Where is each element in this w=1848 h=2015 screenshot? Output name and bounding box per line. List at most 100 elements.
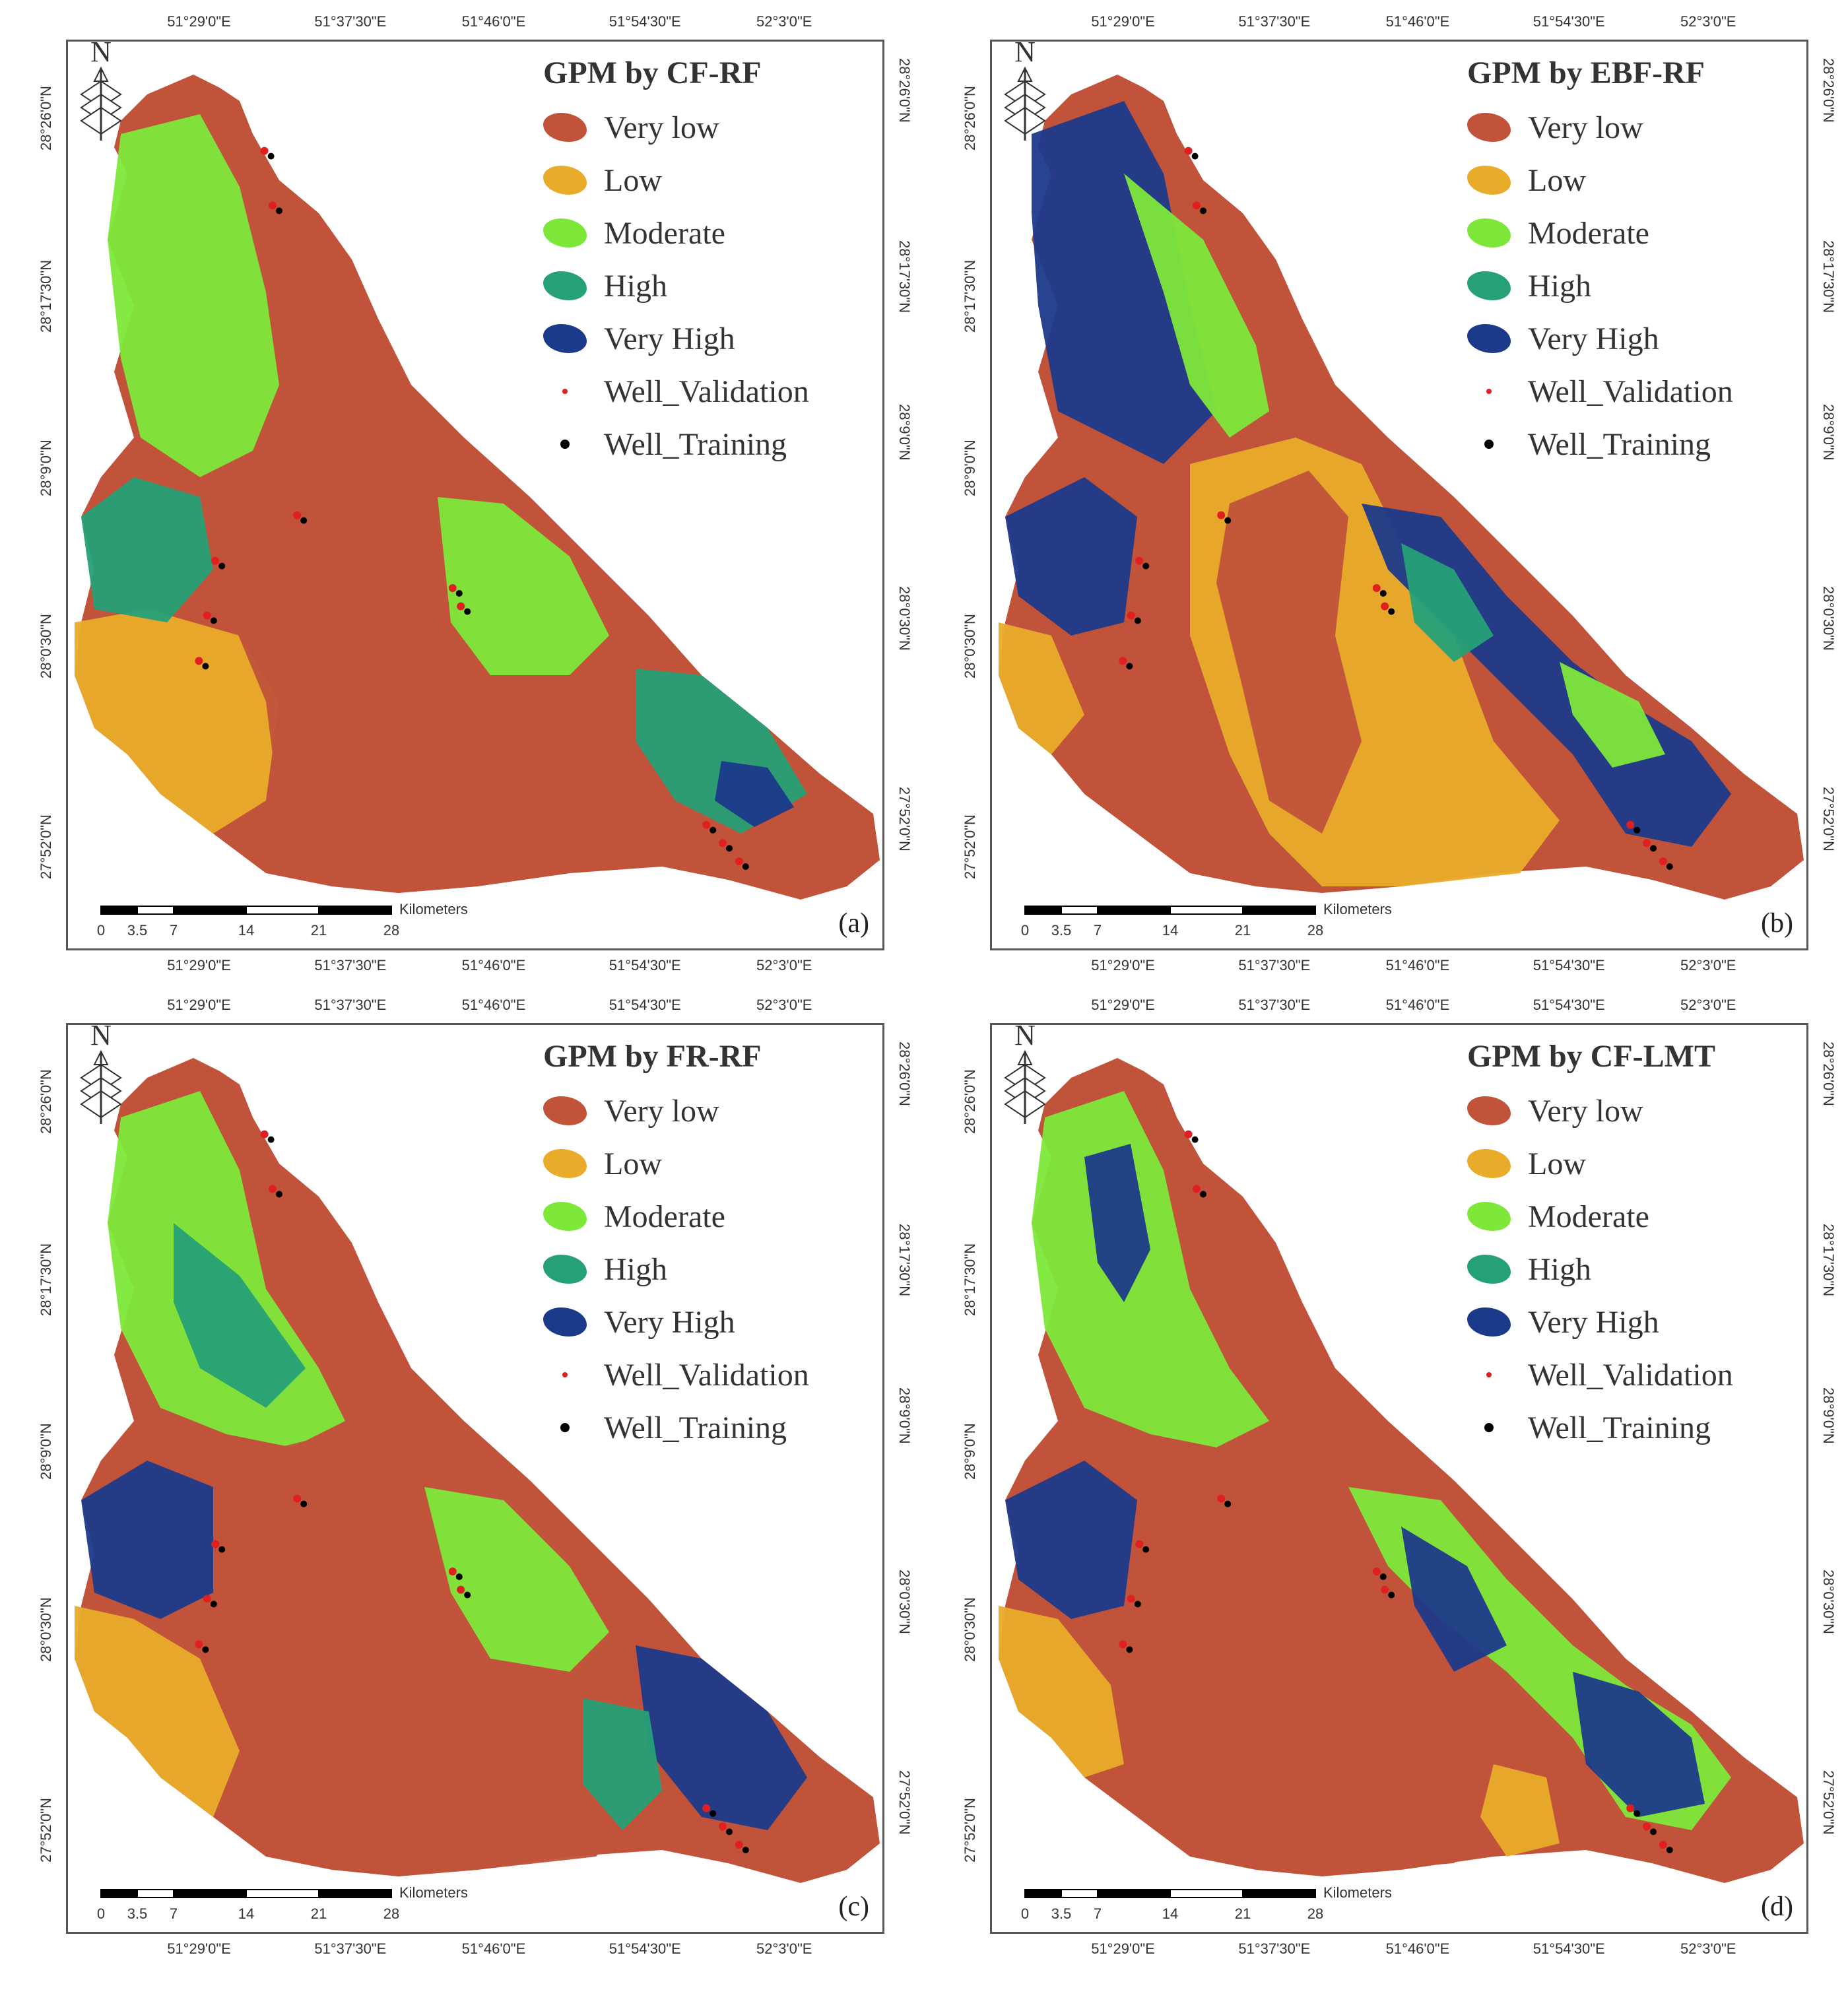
very-high-zone [1005,477,1137,636]
scale-unit-label: Kilometers [399,1884,468,1901]
legend-swatch-high [1467,1255,1511,1284]
legend-label-high: High [604,268,667,304]
scale-tick-label: 28 [383,1905,399,1922]
legend-swatch-low [543,166,587,195]
lon-tick-label: 51°37'30"E [314,13,387,30]
scale-tick-label: 0 [1021,1905,1029,1922]
lon-tick-label: 51°29'0"E [167,13,231,30]
scale-tick-label: 3.5 [127,922,148,939]
well-training-point [1126,1646,1133,1653]
lon-tick-label: 51°37'30"E [1238,1940,1311,1957]
well-validation-point [1119,1640,1127,1649]
north-arrow-icon [1004,66,1046,141]
lat-tick-label: 28°17'30"N [962,1243,978,1316]
legend-label-very-high: Very High [1528,321,1659,356]
map-title: GPM by CF-LMT [1467,1039,1715,1074]
map-panel: N 0 3.5 7 14 21 28 Kilometers GPM by FR-RF Very l… [0,983,924,1967]
well-training-point [1191,152,1199,160]
legend-label-low: Low [604,162,662,198]
lat-tick-label: 28°9'0"N [38,1423,54,1480]
scale-tick-label: 0 [1021,922,1029,939]
scale-tick-label: 21 [1235,1905,1251,1922]
high-zone [174,1223,306,1408]
legend-label-well-training: Well_Training [1528,1410,1711,1445]
well-validation-point [448,584,457,592]
legend-label-low: Low [1528,1146,1586,1181]
legend-swatch-very-high [543,1307,587,1337]
well-training-point [276,1191,282,1198]
scale-tick-label: 3.5 [127,1905,148,1922]
legend-label-well-training: Well_Training [604,1410,787,1445]
lon-tick-label: 51°29'0"E [1091,957,1155,974]
well-validation-point [1135,1540,1144,1548]
lat-tick-label: 28°17'30"N [896,240,913,313]
legend-swatch-high [1467,271,1511,300]
lon-tick-label: 51°54'30"E [1533,1940,1605,1957]
well-validation-point [1659,1841,1667,1849]
legend-label-moderate: Moderate [604,215,725,251]
north-arrow-icon [80,1049,122,1124]
legend-point-well-validation [1467,1360,1511,1389]
well-training-point [202,1646,209,1653]
lon-tick-label: 51°46'0"E [1385,997,1450,1013]
well-training-point [464,1591,471,1599]
high-zone [583,1698,662,1830]
lat-tick-label: 28°9'0"N [38,440,54,496]
legend-label-high: High [604,1251,667,1287]
legend-item-high: High [543,266,667,306]
legend-swatch-very-low [543,1096,587,1125]
scale-tick-label: 14 [1162,922,1178,939]
well-validation-point [203,1595,211,1603]
scale-bar-segment [1097,1889,1171,1898]
lon-tick-label: 51°54'30"E [609,997,681,1013]
legend-item-very-high: Very High [543,1302,735,1342]
well-training-point [464,608,471,615]
legend-label-well-validation: Well_Validation [1528,374,1733,409]
legend-label-very-high: Very High [604,1304,735,1340]
moderate-zone [424,1487,609,1672]
well-training-point [455,590,463,597]
well-training-point [1666,1847,1673,1853]
lat-tick-label: 28°9'0"N [962,1423,978,1480]
legend-label-well-training: Well_Training [1528,426,1711,462]
scale-bar-segment [100,906,138,915]
well-training-point [300,1500,308,1507]
low-zone [75,609,279,834]
high-zone [1401,543,1494,662]
legend-item-low: Low [1467,1144,1586,1183]
scale-tick-label: 21 [311,1905,327,1922]
legend-point-well-training [1467,1413,1511,1442]
legend-item-very-high: Very High [543,319,735,358]
map-panel: N 0 3.5 7 14 21 28 Kilometers GPM by CF-RF Very l… [0,0,924,983]
lat-tick-label: 28°26'0"N [38,1069,54,1134]
lat-tick-label: 27°52'0"N [962,1797,978,1863]
legend-label-high: High [1528,1251,1591,1287]
legend-item-moderate: Moderate [543,213,725,253]
well-training-point [218,1546,226,1553]
very-high-zone [1005,1461,1137,1619]
legend-label-well-training: Well_Training [604,426,787,462]
scale-bar-segment [1024,1889,1062,1898]
lat-tick-label: 28°17'30"N [896,1223,913,1296]
scale-tick-label: 7 [1094,1905,1102,1922]
lon-tick-label: 51°37'30"E [314,957,387,974]
scale-bar-segment [1097,906,1171,915]
well-training-point [1666,863,1673,870]
legend-label-very-low: Very low [1528,1093,1643,1129]
legend-item-very-high: Very High [1467,1302,1659,1342]
legend-label-moderate: Moderate [604,1199,725,1234]
lat-tick-label: 28°9'0"N [896,404,913,461]
lat-tick-label: 28°0'30"N [1820,586,1837,651]
legend-label-moderate: Moderate [1528,215,1649,251]
legend-item-well-validation: Well_Validation [543,1355,809,1395]
well-validation-point [1127,611,1135,620]
well-validation-point [1217,1494,1226,1503]
well-training-point [1200,207,1206,215]
scale-bar-segment [137,906,174,915]
well-validation-point [1127,1595,1135,1603]
well-validation-point [269,1185,277,1193]
well-training-point [300,517,308,524]
legend-label-low: Low [604,1146,662,1181]
